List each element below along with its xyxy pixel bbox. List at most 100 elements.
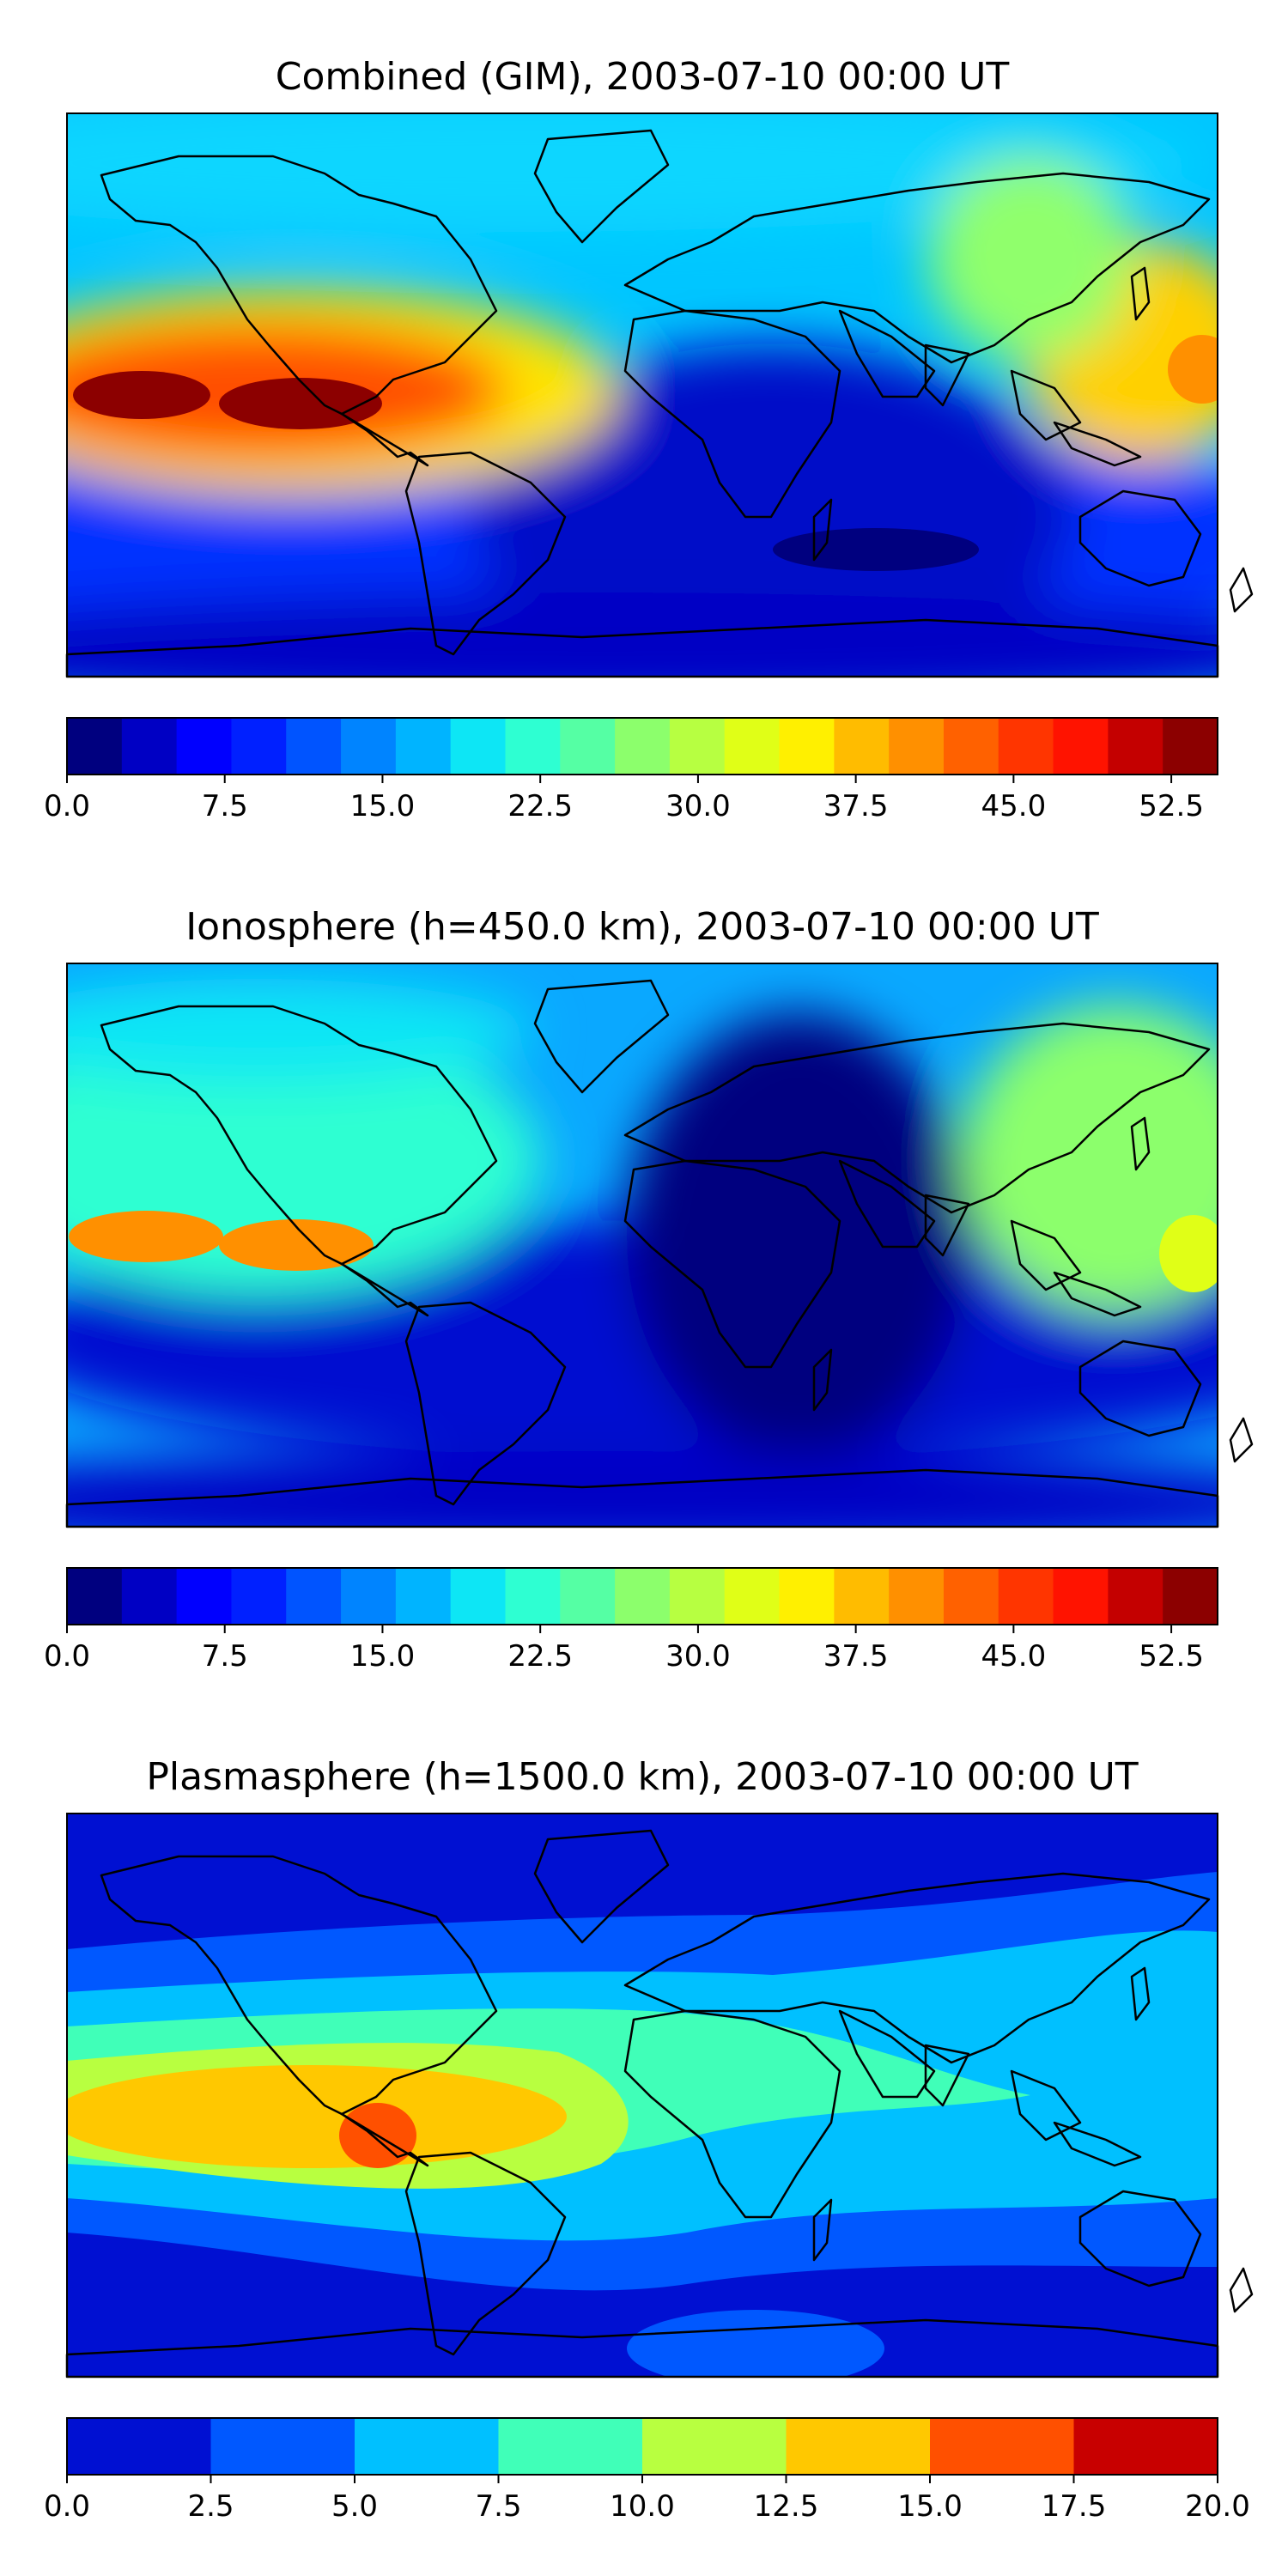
colorbar-swatch: [889, 718, 945, 775]
coastline: [100, 1855, 498, 2116]
coastline: [1010, 2069, 1082, 2142]
coastline: [812, 498, 833, 562]
coastline: [1078, 1340, 1202, 1437]
field-band: [927, 155, 1133, 361]
colorbar-swatch: [724, 1568, 781, 1625]
colorbar-tick-label: 12.5: [754, 2489, 819, 2524]
colorbar-swatch: [1108, 1568, 1163, 1625]
colorbar: 0.0 2.5 5.0 7.5 10.0 12.5 15.0 17.5 20.0: [44, 2417, 1250, 2524]
colorbar-tick-label: 30.0: [665, 1639, 731, 1674]
coastline: [533, 979, 670, 1094]
colorbar-tick-label: 0.0: [44, 1639, 90, 1674]
coastline: [924, 2044, 970, 2107]
colorbar-swatch: [450, 1568, 507, 1625]
map-field: [67, 1814, 1218, 2377]
colorbar-swatch: [615, 1568, 671, 1625]
coastline: [838, 2009, 936, 2099]
panel-title: Plasmasphere (h=1500.0 km), 2003-07-10 0…: [146, 1755, 1138, 1799]
colorbar-swatch: [834, 1568, 890, 1625]
coastline: [924, 1194, 970, 1257]
colorbar-swatch: [498, 2418, 643, 2475]
field-peak: [773, 528, 979, 571]
field-band: [962, 1005, 1218, 1314]
colorbar-swatch: [943, 718, 999, 775]
coastline: [1053, 421, 1142, 467]
coastline: [1053, 1271, 1142, 1317]
colorbar-swatch: [286, 1568, 342, 1625]
colorbar-swatch: [779, 1568, 835, 1625]
field-peak: [69, 1211, 223, 1262]
colorbar-swatch: [615, 718, 671, 775]
colorbar-swatch: [67, 718, 123, 775]
coastline: [1130, 266, 1151, 321]
coastline: [1229, 567, 1254, 613]
colorbar-swatch: [642, 2418, 787, 2475]
colorbar-swatch: [1163, 718, 1218, 775]
colorbar-swatch: [943, 1568, 999, 1625]
colorbar-swatch: [998, 718, 1054, 775]
colorbar-tick-label: 22.5: [507, 789, 573, 823]
colorbar-tick-label: 45.0: [981, 789, 1047, 823]
coastline: [1053, 2121, 1142, 2167]
colorbar-swatch: [1053, 718, 1109, 775]
colorbar-frame: [66, 717, 1218, 775]
colorbar-swatch: [210, 2418, 355, 2475]
coastline: [1130, 1966, 1151, 2021]
colorbar-swatch: [669, 1568, 726, 1625]
colorbar-swatch: [121, 718, 178, 775]
panel-title: Combined (GIM), 2003-07-10 00:00 UT: [276, 55, 1010, 99]
coastline: [838, 1159, 936, 1249]
coastline: [924, 343, 970, 407]
colorbar-swatch: [505, 1568, 561, 1625]
coastline: [623, 1159, 841, 1369]
coastline: [1010, 369, 1082, 441]
colorbar-tick-label: 52.5: [1139, 789, 1204, 823]
colorbar: 0.0 7.5 15.0 22.5 30.0 37.5 45.0 52.5: [44, 717, 1218, 823]
colorbar-swatch: [669, 718, 726, 775]
field-band: [627, 1013, 970, 1460]
field-peak: [1159, 1215, 1218, 1292]
colorbar-swatch: [67, 1568, 123, 1625]
colorbar-tick-label: 20.0: [1185, 2489, 1250, 2524]
colorbar-tick-label: 10.0: [610, 2489, 675, 2524]
colorbar-swatch: [834, 718, 890, 775]
colorbar-swatch: [998, 1568, 1054, 1625]
coastline: [404, 2151, 567, 2356]
colorbar-swatch: [930, 2418, 1075, 2475]
colorbar-swatch: [121, 1568, 178, 1625]
coastline: [623, 309, 841, 519]
colorbar-tick-label: 52.5: [1139, 1639, 1204, 1674]
field-band: [67, 2065, 567, 2168]
map-frame: [66, 963, 1218, 1528]
coastline: [340, 2112, 429, 2167]
colorbar-tick-label: 30.0: [665, 789, 731, 823]
colorbar-swatch: [450, 718, 507, 775]
coastline: [838, 309, 936, 398]
coastline: [1130, 1116, 1151, 1171]
coastline: [623, 2009, 841, 2219]
coastline: [404, 451, 567, 656]
colorbar-tick-label: 15.0: [350, 1639, 416, 1674]
colorbar-swatch: [355, 2418, 500, 2475]
colorbar-tick-label: 0.0: [44, 2489, 90, 2524]
coastline: [1229, 2267, 1254, 2313]
colorbar-swatch: [786, 2418, 931, 2475]
coastline: [340, 412, 429, 467]
colorbar-tick-label: 45.0: [981, 1639, 1047, 1674]
colorbar-tick-label: 0.0: [44, 789, 90, 823]
field-peak: [73, 371, 210, 419]
colorbar-swatch: [889, 1568, 945, 1625]
coastline: [1010, 1219, 1082, 1291]
colorbar-swatch: [176, 1568, 233, 1625]
colorbar-swatch: [560, 718, 616, 775]
panel-combined: Combined (GIM), 2003-07-10 00:00 UT 0.0 7…: [44, 55, 1254, 823]
colorbar-tick-label: 22.5: [507, 1639, 573, 1674]
map-field: [67, 963, 1218, 1527]
field-peak: [1168, 335, 1218, 404]
coastline: [340, 1262, 429, 1317]
coastline: [623, 1872, 1211, 2064]
colorbar-swatch: [560, 1568, 616, 1625]
coastline: [533, 129, 670, 244]
colorbar-swatch: [1053, 1568, 1109, 1625]
coastline: [533, 1829, 670, 1944]
